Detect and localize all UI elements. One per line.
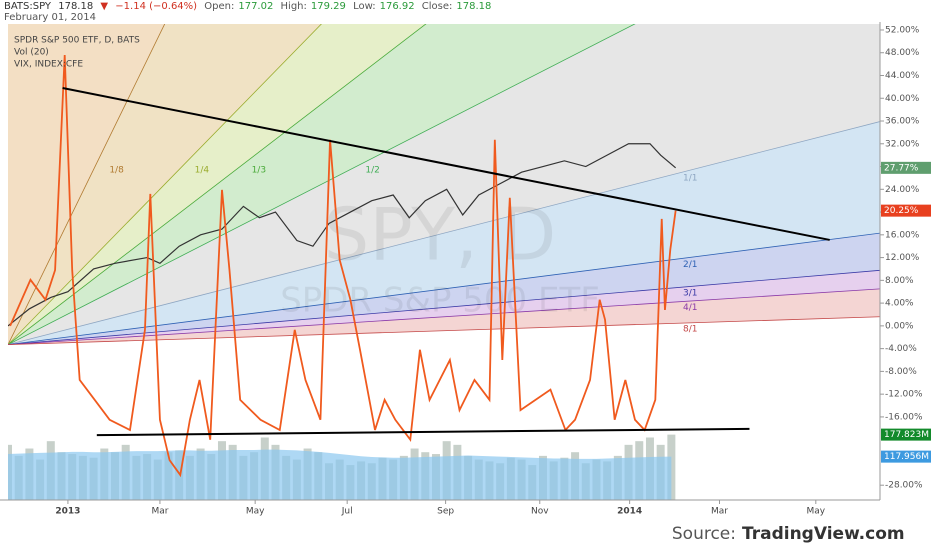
y-tick-label: 4.00% <box>885 299 914 309</box>
series <box>8 54 830 478</box>
open: 177.02 <box>238 1 274 12</box>
fan-label: 4/1 <box>683 303 697 313</box>
high-label: High: <box>280 1 307 12</box>
legend-item: SPDR S&P 500 ETF, D, BATS <box>14 36 140 46</box>
watermark: SPY, D SPDR S&P 500 ETF <box>280 193 600 321</box>
fan-line <box>8 24 166 345</box>
fan-label: 1/8 <box>109 166 124 176</box>
price-badge <box>881 161 931 174</box>
fan-line <box>8 24 322 345</box>
open-label: Open: <box>204 1 235 12</box>
low: 176.92 <box>379 1 415 12</box>
price-badge-label: 117.956M <box>884 452 929 462</box>
price-badge <box>881 204 931 217</box>
x-tick-label: Mar <box>151 507 168 517</box>
fan-band <box>8 24 880 345</box>
x-tick-label: Mar <box>711 507 728 517</box>
high: 179.29 <box>310 1 346 12</box>
y-tick-label: 48.00% <box>885 48 920 58</box>
header: BATS:SPY 178.18 ▼ −1.14 (−0.64%) Open: 17… <box>4 1 495 23</box>
x-tick-label: Sep <box>437 507 454 517</box>
y-tick-label: -12.00% <box>885 390 923 400</box>
price-badge-label: 27.77% <box>884 163 919 173</box>
y-tick-label: -16.00% <box>885 412 923 422</box>
series-line <box>9 54 677 478</box>
y-tick-label: 40.00% <box>885 94 920 104</box>
x-tick-label: Nov <box>531 507 549 517</box>
price-badge-label: 20.25% <box>884 206 919 216</box>
down-arrow: ▼ <box>100 1 109 12</box>
y-tick-label: 16.00% <box>885 230 920 240</box>
x-tick-label: 2013 <box>55 507 80 517</box>
y-tick-label: -8.00% <box>885 367 917 377</box>
y-tick-label: 24.00% <box>885 185 920 195</box>
axes: 52.00%48.00%44.00%40.00%36.00%32.00%28.0… <box>0 22 931 517</box>
fan-line <box>8 232 880 346</box>
symbol: BATS:SPY <box>4 1 52 12</box>
price-badge-label: 177.823M <box>884 430 929 440</box>
volume <box>8 434 676 500</box>
fan-line <box>8 269 880 346</box>
fan-line <box>8 24 427 345</box>
legend-item: VIX, INDEX:CFE <box>14 60 83 70</box>
fan <box>8 24 880 346</box>
x-tick-label: Jul <box>341 507 353 517</box>
fan-line <box>8 316 880 346</box>
y-tick-label: 36.00% <box>885 117 920 127</box>
fan-label: 1/4 <box>195 166 210 176</box>
y-tick-label: 0.00% <box>885 321 914 331</box>
low-label: Low: <box>353 1 376 12</box>
price-badge <box>881 428 931 441</box>
y-tick-label: 52.00% <box>885 25 920 35</box>
trend-line <box>96 427 750 437</box>
fan-label: 3/1 <box>683 289 697 299</box>
series-line <box>8 143 677 327</box>
price: 178.18 <box>58 1 94 12</box>
trend-line <box>62 87 830 241</box>
x-tick-label: May <box>806 507 825 517</box>
fan-label: 1/3 <box>252 166 266 176</box>
y-tick-label: 12.00% <box>885 253 920 263</box>
fan-label: 2/1 <box>683 260 697 270</box>
legend-item: Vol (20) <box>14 48 49 58</box>
date: February 01, 2014 <box>4 12 97 23</box>
fan-label: 8/1 <box>683 325 697 335</box>
fan-label: 1/1 <box>683 173 697 183</box>
source-site: TradingView.com <box>742 524 905 544</box>
change: −1.14 (−0.64%) <box>115 1 198 12</box>
y-tick-label: 44.00% <box>885 71 920 81</box>
close: 178.18 <box>456 1 492 12</box>
watermark-name: SPDR S&P 500 ETF <box>280 281 600 321</box>
y-tick-label: -4.00% <box>885 344 917 354</box>
watermark-symbol: SPY, D <box>324 193 557 277</box>
x-tick-label: 2014 <box>617 507 642 517</box>
close-label: Close: <box>421 1 453 12</box>
x-tick-label: May <box>246 507 265 517</box>
price-badge <box>881 450 931 463</box>
quote-line: BATS:SPY 178.18 ▼ −1.14 (−0.64%) Open: 17… <box>4 1 495 12</box>
fan-line <box>8 121 880 346</box>
fan-label: 1/2 <box>365 166 379 176</box>
y-tick-label: 32.00% <box>885 139 920 149</box>
y-tick-label: 8.00% <box>885 276 914 286</box>
volume-ma-area <box>8 449 672 500</box>
source-label: Source: <box>672 524 736 544</box>
fan-line <box>8 288 880 346</box>
y-tick-label: -28.00% <box>885 481 923 491</box>
